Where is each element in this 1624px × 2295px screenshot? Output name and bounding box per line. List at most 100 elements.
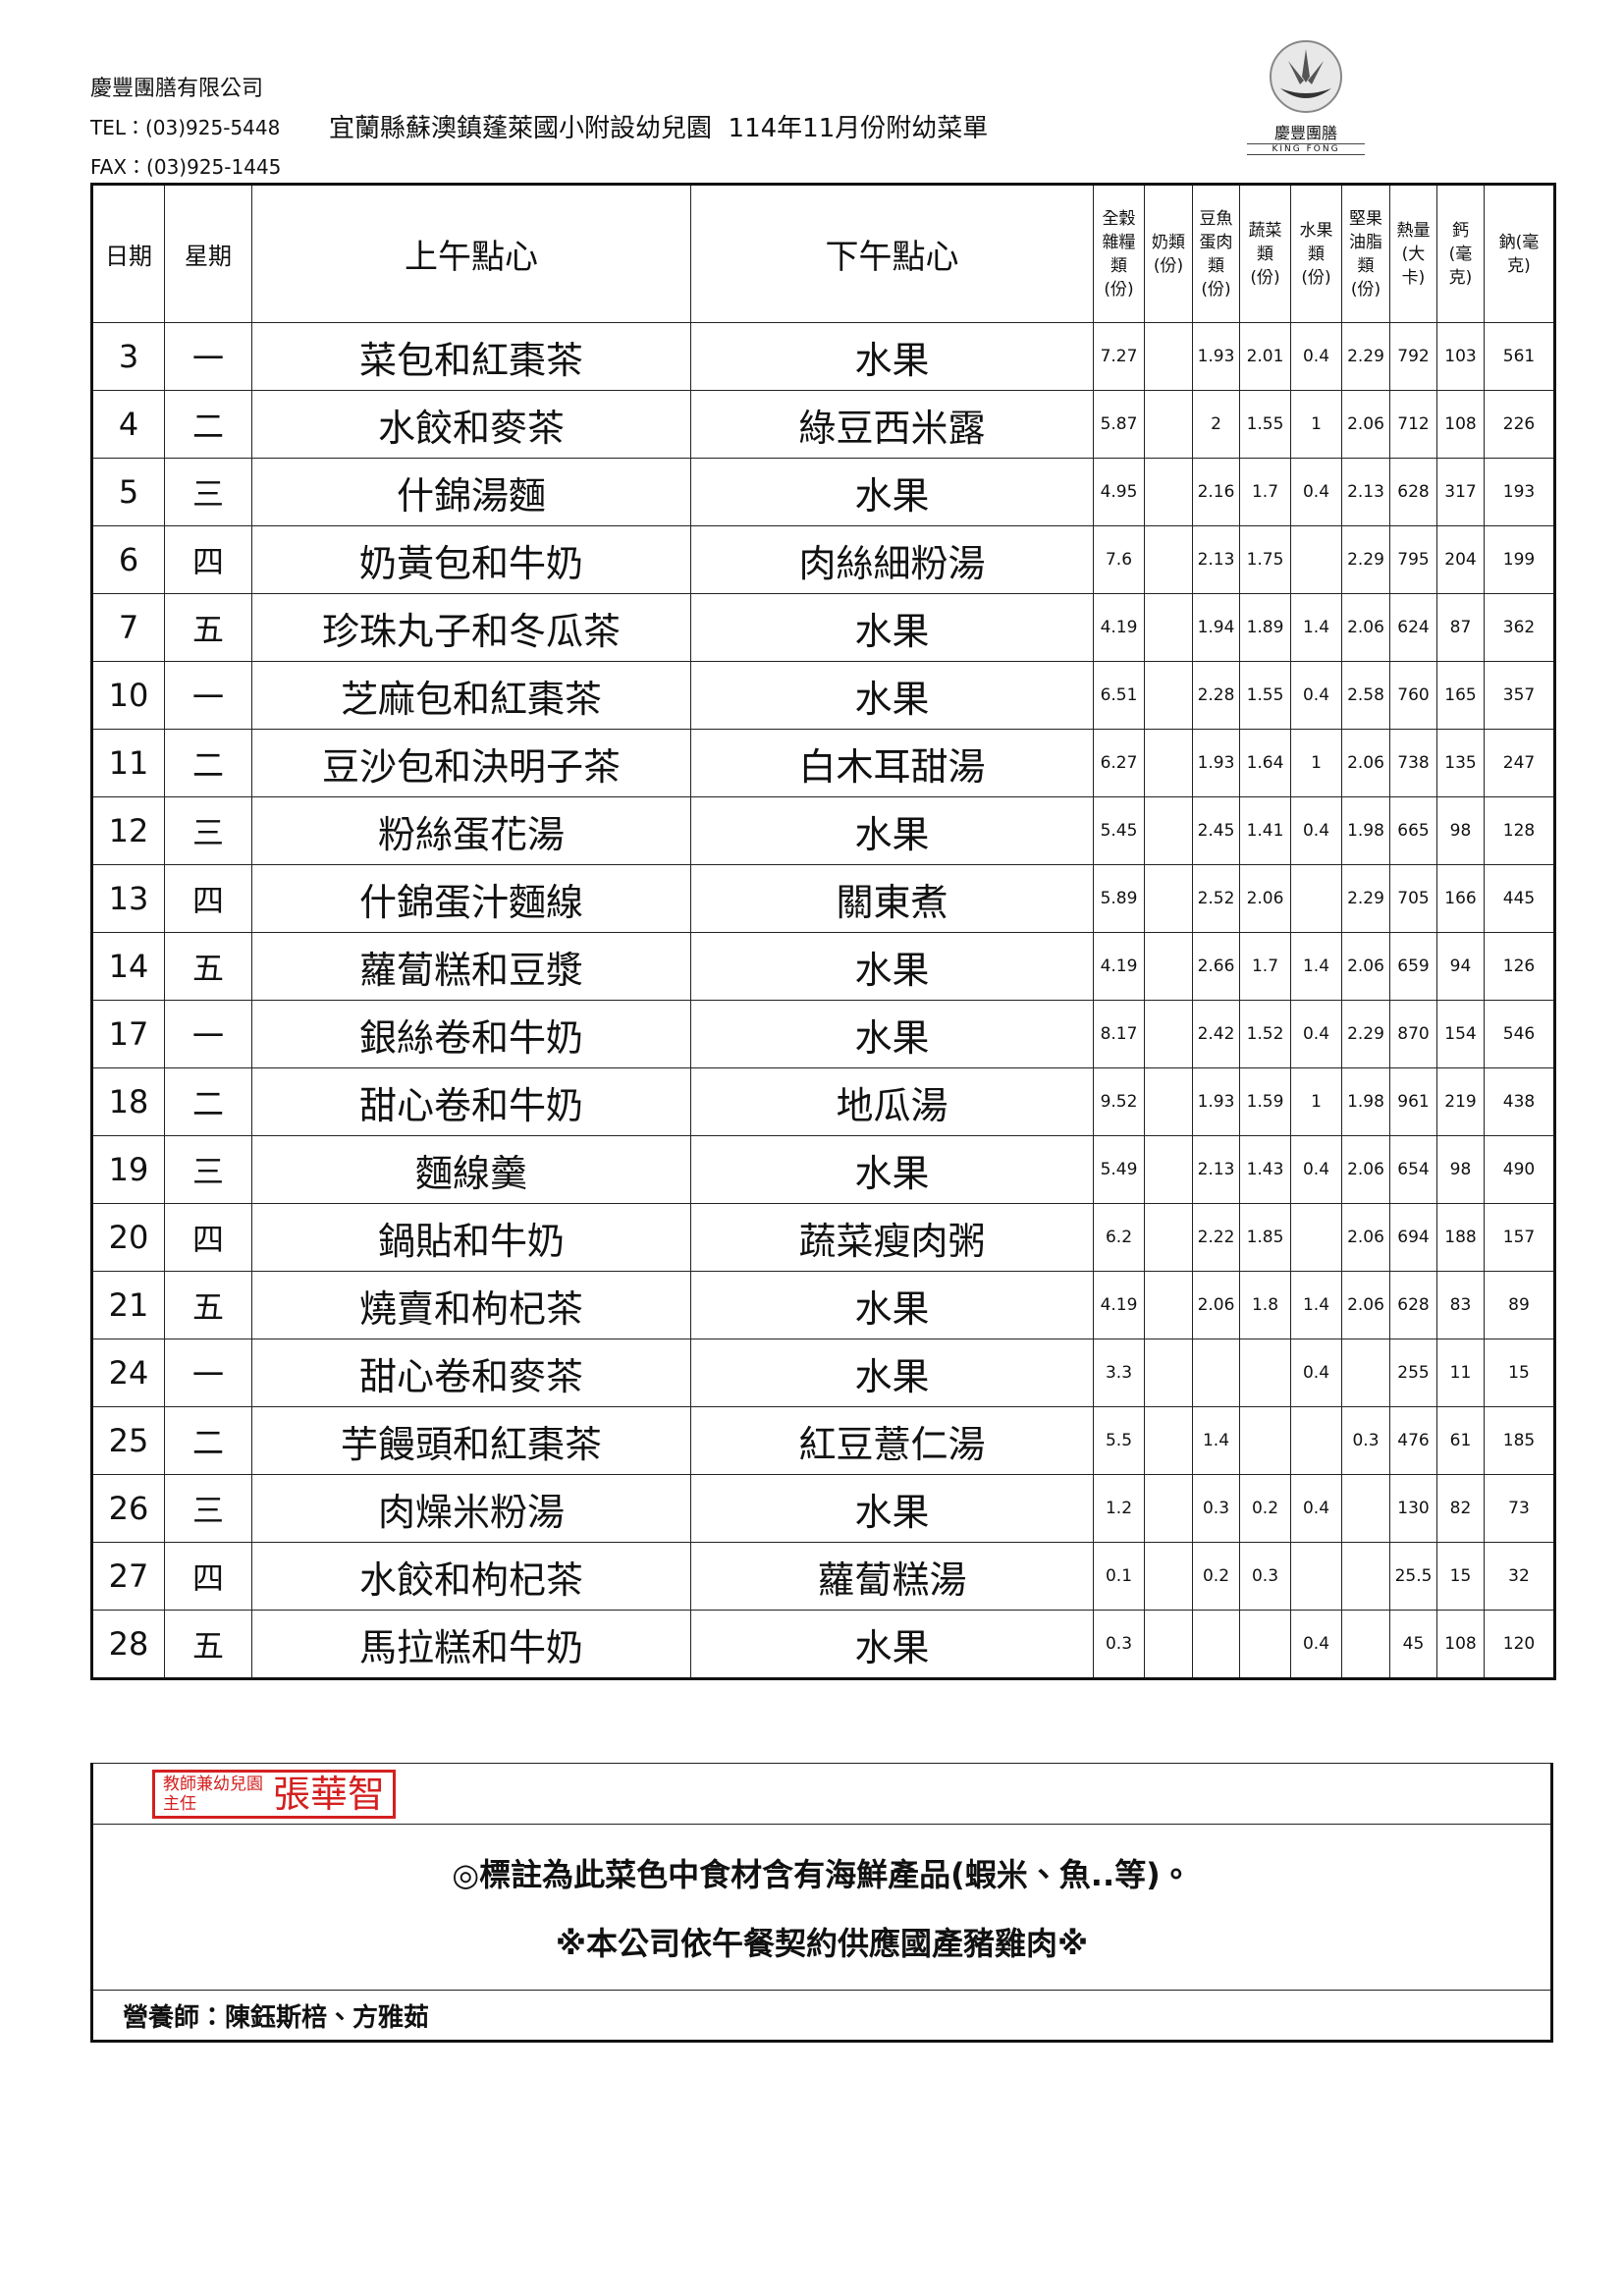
nutrition-value: 8.17 xyxy=(1093,1000,1145,1068)
logo: 慶豐團膳 KING FONG xyxy=(1247,37,1365,155)
menu-row: 19 三麵線羹 水果 5.49 2.13 1.43 0.4 2.06 654 98 490 xyxy=(91,1135,1555,1204)
notes-row: ◎標註為此菜色中食材含有海鮮產品(蝦米、魚..等)。 ※本公司依午餐契約供應國產… xyxy=(91,1824,1552,1991)
morning-snack: 粉絲蛋花湯 xyxy=(251,796,691,865)
nutrition-value: 1.4 xyxy=(1192,1406,1240,1475)
nutrition-value: 188 xyxy=(1436,1203,1485,1272)
nutrition-value: 98 xyxy=(1436,796,1485,865)
table-body: 3 一菜包和紅棗茶 水果 7.27 1.93 2.01 0.4 2.29 792 103 561 4 二… xyxy=(91,322,1555,1679)
weekday: 三 xyxy=(164,1474,252,1543)
menu-row: 4 二水餃和麥茶 綠豆西米露 5.87 2 1.55 1 2.06 712 108 226 xyxy=(91,390,1555,459)
afternoon-snack: 水果 xyxy=(690,593,1094,662)
nutrition-value xyxy=(1144,525,1193,594)
nutrition-value: 204 xyxy=(1436,525,1485,594)
date: 21 xyxy=(91,1271,165,1339)
nutrition-value: 362 xyxy=(1484,593,1555,662)
nutrition-value: 2.06 xyxy=(1341,593,1390,662)
nutrition-value: 166 xyxy=(1436,864,1485,933)
menu-row: 17 一銀絲卷和牛奶 水果 8.17 2.42 1.52 0.4 2.29 870 154 546 xyxy=(91,1000,1555,1068)
nutrition-value: 89 xyxy=(1484,1271,1555,1339)
afternoon-snack: 水果 xyxy=(690,1610,1094,1679)
nutrition-value xyxy=(1144,1542,1193,1611)
nutrition-value: 94 xyxy=(1436,932,1485,1001)
column-header: 熱量(大卡) xyxy=(1389,184,1437,323)
nutrition-value: 870 xyxy=(1389,1000,1437,1068)
nutrition-value: 0.1 xyxy=(1093,1542,1145,1611)
nutrition-value: 1.98 xyxy=(1341,796,1390,865)
nutrition-value xyxy=(1144,390,1193,459)
nutrition-value: 9.52 xyxy=(1093,1067,1145,1136)
stamp-cell: 教師兼幼兒園主任 張華智 xyxy=(91,1763,1552,1825)
nutrition-value: 1.41 xyxy=(1239,796,1291,865)
nutrition-value: 45 xyxy=(1389,1610,1437,1679)
weekday: 三 xyxy=(164,458,252,526)
nutrition-value: 0.3 xyxy=(1239,1542,1291,1611)
date: 18 xyxy=(91,1067,165,1136)
nutrition-value: 1.52 xyxy=(1239,1000,1291,1068)
nutrition-value xyxy=(1341,1610,1390,1679)
date: 27 xyxy=(91,1542,165,1611)
nutrition-value xyxy=(1144,1610,1193,1679)
nutrition-value: 1.93 xyxy=(1192,1067,1240,1136)
nutrition-value: 654 xyxy=(1389,1135,1437,1204)
nutrition-value: 2.06 xyxy=(1341,390,1390,459)
afternoon-snack: 水果 xyxy=(690,1000,1094,1068)
morning-snack: 鍋貼和牛奶 xyxy=(251,1203,691,1272)
nutrition-value: 665 xyxy=(1389,796,1437,865)
afternoon-snack: 水果 xyxy=(690,932,1094,1001)
morning-snack: 甜心卷和牛奶 xyxy=(251,1067,691,1136)
nutrition-value: 15 xyxy=(1484,1339,1555,1407)
nutrition-value: 5.45 xyxy=(1093,796,1145,865)
nutrition-value xyxy=(1144,729,1193,797)
date: 24 xyxy=(91,1339,165,1407)
nutrition-value: 1.8 xyxy=(1239,1271,1291,1339)
weekday: 四 xyxy=(164,864,252,933)
column-header: 蔬菜類(份) xyxy=(1239,184,1291,323)
nutrition-value: 0.3 xyxy=(1192,1474,1240,1543)
nutrition-value xyxy=(1341,1339,1390,1407)
menu-row: 12 三粉絲蛋花湯 水果 5.45 2.45 1.41 0.4 1.98 665 98 128 xyxy=(91,796,1555,865)
nutrition-value: 2.06 xyxy=(1239,864,1291,933)
telephone: TEL：(03)925-5448 xyxy=(90,116,281,139)
nutrition-value: 1 xyxy=(1290,1067,1342,1136)
nutrition-value: 317 xyxy=(1436,458,1485,526)
nutrition-value: 0.3 xyxy=(1093,1610,1145,1679)
nutrition-value: 0.4 xyxy=(1290,322,1342,391)
weekday: 五 xyxy=(164,1271,252,1339)
afternoon-snack: 關東煮 xyxy=(690,864,1094,933)
nutrition-value: 712 xyxy=(1389,390,1437,459)
morning-snack: 珍珠丸子和冬瓜茶 xyxy=(251,593,691,662)
morning-snack: 麵線羹 xyxy=(251,1135,691,1204)
nutrition-value xyxy=(1144,796,1193,865)
nutrition-value xyxy=(1290,1542,1342,1611)
menu-row: 21 五燒賣和枸杞茶 水果 4.19 2.06 1.8 1.4 2.06 628 83 89 xyxy=(91,1271,1555,1339)
nutrition-value: 694 xyxy=(1389,1203,1437,1272)
weekday: 五 xyxy=(164,932,252,1001)
weekday: 二 xyxy=(164,390,252,459)
morning-snack: 菜包和紅棗茶 xyxy=(251,322,691,391)
nutrition-value: 1.59 xyxy=(1239,1067,1291,1136)
footer-table: 教師兼幼兒園主任 張華智 ◎標註為此菜色中食材含有海鮮產品(蝦米、魚..等)。 ※… xyxy=(90,1763,1553,2043)
nutrition-value: 0.2 xyxy=(1192,1542,1240,1611)
column-header: 堅果油脂類(份) xyxy=(1341,184,1390,323)
afternoon-snack: 水果 xyxy=(690,458,1094,526)
weekday: 五 xyxy=(164,1610,252,1679)
weekday: 四 xyxy=(164,1542,252,1611)
afternoon-snack: 蘿蔔糕湯 xyxy=(690,1542,1094,1611)
logo-english: KING FONG xyxy=(1247,143,1365,155)
nutrition-value xyxy=(1239,1339,1291,1407)
nutrition-value: 1.4 xyxy=(1290,1271,1342,1339)
nutrition-value xyxy=(1290,525,1342,594)
nutrition-value: 185 xyxy=(1484,1406,1555,1475)
nutrition-value: 126 xyxy=(1484,932,1555,1001)
nutrition-value: 0.3 xyxy=(1341,1406,1390,1475)
date: 11 xyxy=(91,729,165,797)
date: 10 xyxy=(91,661,165,730)
stamp-row: 教師兼幼兒園主任 張華智 xyxy=(91,1763,1552,1825)
weekday: 二 xyxy=(164,1406,252,1475)
morning-snack: 豆沙包和決明子茶 xyxy=(251,729,691,797)
menu-table: 日期 星期 上午點心 下午點心 全穀雜糧類(份) 奶類(份) 豆魚蛋肉類(份) 蔬菜類(份) 水… xyxy=(90,183,1556,1680)
menu-row: 18 二甜心卷和牛奶 地瓜湯 9.52 1.93 1.59 1 1.98 961 219 438 xyxy=(91,1067,1555,1136)
nutrition-value: 2.29 xyxy=(1341,525,1390,594)
date: 13 xyxy=(91,864,165,933)
date: 28 xyxy=(91,1610,165,1679)
